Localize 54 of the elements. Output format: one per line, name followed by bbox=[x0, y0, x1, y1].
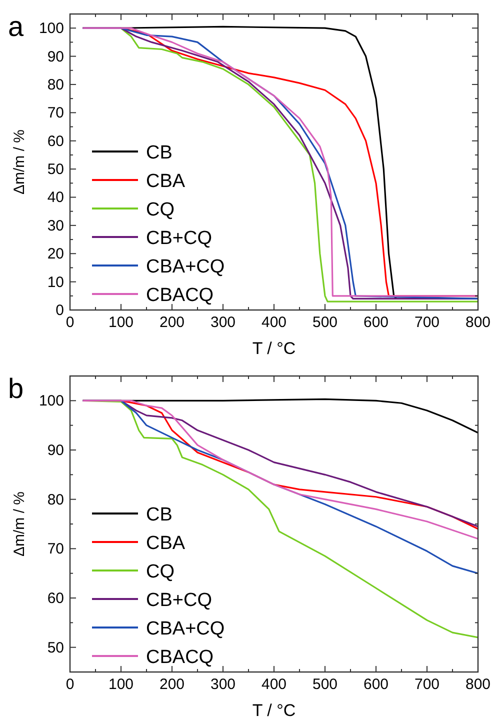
x-tick-label: 100 bbox=[108, 676, 134, 693]
legend-label: CB+CQ bbox=[146, 228, 212, 249]
y-tick-label: 60 bbox=[47, 590, 64, 607]
y-tick-label: 60 bbox=[47, 132, 64, 150]
y-tick-label: 50 bbox=[47, 639, 64, 656]
y-tick-label: 0 bbox=[56, 302, 64, 319]
legend-label: CBA bbox=[146, 533, 186, 554]
legend-label: CQ bbox=[146, 200, 174, 220]
x-tick-label: 100 bbox=[108, 314, 134, 331]
x-tick-label: 700 bbox=[414, 676, 440, 693]
y-tick-label: 50 bbox=[47, 161, 64, 178]
legend-label: CB bbox=[146, 142, 172, 164]
y-tick-label: 10 bbox=[47, 274, 64, 291]
x-axis-title: T / °C bbox=[252, 701, 296, 720]
x-tick-label: 300 bbox=[210, 676, 236, 693]
y-tick-label: 80 bbox=[47, 491, 64, 508]
x-tick-label: 500 bbox=[312, 676, 338, 693]
legend-label: CQ bbox=[146, 562, 174, 582]
y-tick-label: 40 bbox=[47, 189, 64, 206]
legend-label: CB bbox=[146, 504, 172, 526]
y-tick-label: 80 bbox=[47, 76, 64, 94]
chart-title: b bbox=[8, 373, 24, 404]
x-tick-label: 700 bbox=[414, 314, 440, 331]
y-tick-label: 30 bbox=[47, 217, 64, 234]
x-tick-label: 400 bbox=[261, 314, 287, 331]
y-tick-label: 70 bbox=[47, 540, 64, 558]
legend-label: CBA bbox=[146, 171, 186, 192]
x-axis-title: T / °C bbox=[252, 339, 296, 358]
y-tick-label: 90 bbox=[47, 442, 64, 459]
x-tick-label: 600 bbox=[363, 314, 389, 331]
legend-label: CBACQ bbox=[146, 285, 214, 306]
legend-label: CBA+CQ bbox=[146, 256, 225, 278]
line-series bbox=[82, 400, 478, 638]
x-tick-label: 0 bbox=[66, 314, 74, 331]
legend-label: CB+CQ bbox=[146, 590, 212, 611]
x-tick-label: 200 bbox=[159, 314, 185, 331]
x-tick-label: 500 bbox=[312, 314, 338, 331]
x-tick-label: 400 bbox=[261, 676, 287, 693]
y-tick-label: 90 bbox=[47, 48, 64, 66]
y-axis-title: Δm/m / % bbox=[11, 491, 28, 557]
y-axis-title: Δm/m / % bbox=[11, 129, 28, 195]
legend-label: CBACQ bbox=[146, 647, 214, 668]
x-tick-label: 600 bbox=[363, 676, 389, 693]
x-tick-label: 300 bbox=[210, 314, 236, 331]
y-tick-label: 100 bbox=[38, 392, 64, 410]
y-tick-label: 20 bbox=[47, 246, 64, 263]
x-tick-label: 0 bbox=[66, 676, 74, 693]
x-tick-label: 800 bbox=[465, 676, 491, 693]
y-tick-label: 70 bbox=[47, 104, 64, 122]
chart-title: a bbox=[8, 11, 24, 42]
y-tick-label: 100 bbox=[38, 20, 64, 38]
legend-label: CBA+CQ bbox=[146, 618, 225, 640]
x-tick-label: 200 bbox=[159, 676, 185, 693]
x-tick-label: 800 bbox=[465, 314, 491, 331]
